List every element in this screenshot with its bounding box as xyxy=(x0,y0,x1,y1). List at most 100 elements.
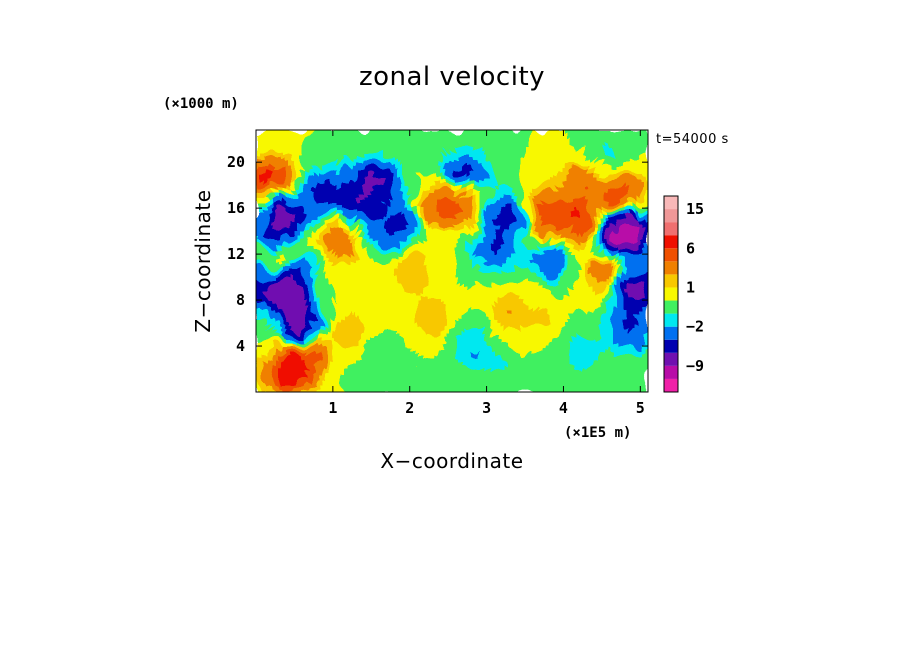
field-cell xyxy=(564,142,569,147)
field-cell xyxy=(564,182,569,187)
field-cell xyxy=(332,258,337,263)
field-cell xyxy=(312,322,317,327)
field-cell xyxy=(604,254,609,259)
field-cell xyxy=(524,310,529,315)
field-cell xyxy=(540,146,545,151)
field-cell xyxy=(588,294,593,299)
field-cell xyxy=(628,150,633,155)
field-cell xyxy=(288,198,293,203)
field-cell xyxy=(420,306,425,311)
field-cell xyxy=(612,162,617,167)
field-cell xyxy=(480,226,485,231)
field-cell xyxy=(336,134,341,139)
field-cell xyxy=(472,282,477,287)
field-cell xyxy=(348,234,353,239)
field-cell xyxy=(324,182,329,187)
field-cell xyxy=(508,262,513,267)
field-cell xyxy=(592,142,597,147)
field-cell xyxy=(616,278,621,283)
field-cell xyxy=(576,142,581,147)
field-cell xyxy=(632,154,637,159)
field-cell xyxy=(284,322,289,327)
field-cell xyxy=(408,174,413,179)
field-cell xyxy=(344,186,349,191)
field-cell xyxy=(396,254,401,259)
field-cell xyxy=(304,318,309,323)
field-cell xyxy=(452,146,457,151)
field-cell xyxy=(336,254,341,259)
field-cell xyxy=(348,278,353,283)
field-cell xyxy=(372,278,377,283)
field-cell xyxy=(572,286,577,291)
field-cell xyxy=(312,266,317,271)
field-cell xyxy=(448,166,453,171)
field-cell xyxy=(412,154,417,159)
field-cell xyxy=(364,318,369,323)
field-cell xyxy=(508,294,513,299)
field-cell xyxy=(384,262,389,267)
field-cell xyxy=(544,174,549,179)
field-cell xyxy=(416,290,421,295)
field-cell xyxy=(464,270,469,275)
field-cell xyxy=(304,286,309,291)
field-cell xyxy=(512,282,517,287)
field-cell xyxy=(396,274,401,279)
field-cell xyxy=(560,286,565,291)
field-cell xyxy=(628,226,633,231)
field-cell xyxy=(512,326,517,331)
field-cell xyxy=(540,322,545,327)
field-cell xyxy=(528,218,533,223)
field-cell xyxy=(604,142,609,147)
field-cell xyxy=(468,146,473,151)
field-cell xyxy=(532,266,537,271)
field-cell xyxy=(396,174,401,179)
field-cell xyxy=(644,202,648,207)
field-cell xyxy=(344,146,349,151)
field-cell xyxy=(644,178,648,183)
field-cell xyxy=(548,274,553,279)
field-cell xyxy=(264,274,269,279)
field-cell xyxy=(276,314,281,319)
field-cell xyxy=(612,298,617,303)
field-cell xyxy=(340,310,345,315)
field-cell xyxy=(416,226,421,231)
field-cell xyxy=(328,246,333,251)
field-cell xyxy=(584,210,589,215)
field-cell xyxy=(488,202,493,207)
field-cell xyxy=(284,182,289,187)
field-cell xyxy=(616,286,621,291)
field-cell xyxy=(508,254,513,259)
field-cell xyxy=(384,130,389,135)
field-cell xyxy=(596,306,601,311)
field-cell xyxy=(424,234,429,239)
field-cell xyxy=(528,166,533,171)
field-cell xyxy=(272,246,277,251)
field-cell xyxy=(280,182,285,187)
field-cell xyxy=(500,250,505,255)
field-cell xyxy=(576,210,581,215)
field-cell xyxy=(568,234,573,239)
field-cell xyxy=(380,222,385,227)
field-cell xyxy=(320,306,325,311)
field-cell xyxy=(636,154,641,159)
field-cell xyxy=(396,242,401,247)
field-cell xyxy=(408,130,413,135)
field-cell xyxy=(508,202,513,207)
field-cell xyxy=(516,146,521,151)
field-cell xyxy=(272,310,277,315)
field-cell xyxy=(524,290,529,295)
field-cell xyxy=(532,138,537,143)
field-cell xyxy=(632,294,637,299)
field-cell xyxy=(532,218,537,223)
field-cell xyxy=(424,146,429,151)
field-cell xyxy=(372,238,377,243)
field-cell xyxy=(496,318,501,323)
field-cell xyxy=(376,210,381,215)
field-cell xyxy=(584,230,589,235)
field-cell xyxy=(592,270,597,275)
field-cell xyxy=(288,230,293,235)
field-cell xyxy=(256,138,261,143)
field-cell xyxy=(344,250,349,255)
field-cell xyxy=(432,202,437,207)
field-cell xyxy=(612,150,617,155)
